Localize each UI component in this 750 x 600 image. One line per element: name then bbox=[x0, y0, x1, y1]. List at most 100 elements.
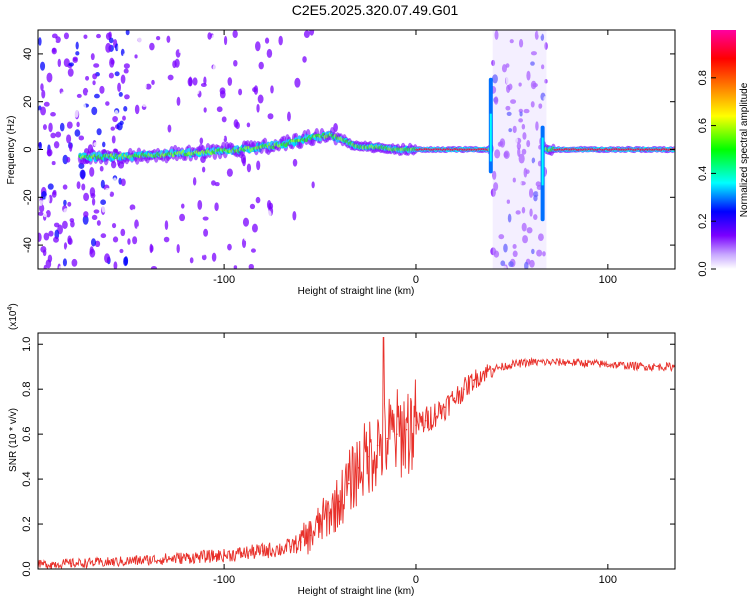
heatmap-cell bbox=[62, 154, 69, 165]
heatmap-cell bbox=[243, 192, 249, 198]
heatmap-cell bbox=[251, 223, 258, 233]
heatmap-cell bbox=[537, 189, 542, 197]
heatmap-cell bbox=[41, 89, 46, 99]
snr-data-point bbox=[376, 444, 379, 447]
heatmap-cell bbox=[45, 259, 52, 269]
heatmap-cell bbox=[504, 190, 511, 197]
snr-data-point bbox=[501, 365, 504, 368]
heatmap-cell bbox=[211, 34, 215, 45]
heatmap-cell bbox=[80, 66, 86, 75]
heatmap-cell bbox=[232, 30, 238, 38]
heatmap-cell bbox=[65, 246, 71, 256]
heatmap-cell bbox=[87, 91, 92, 96]
heatmap-cell bbox=[68, 62, 75, 67]
heatmap-cell bbox=[94, 93, 100, 99]
heatmap-cell bbox=[208, 248, 215, 255]
heatmap-cell bbox=[543, 96, 547, 102]
heatmap-cell bbox=[38, 204, 45, 213]
heatmap-cell bbox=[178, 49, 183, 54]
heatmap-cell bbox=[227, 118, 233, 127]
heatmap-cell bbox=[174, 36, 181, 43]
heatmap-cell bbox=[516, 180, 522, 187]
heatmap-cell bbox=[59, 122, 65, 132]
heatmap-cell bbox=[197, 199, 203, 210]
heatmap-cell bbox=[51, 33, 58, 39]
heatmap-cell bbox=[83, 192, 90, 202]
heatmap-cell bbox=[53, 236, 59, 243]
heatmap-cell bbox=[100, 199, 107, 206]
heatmap-cell bbox=[261, 51, 268, 61]
heatmap-cell bbox=[151, 79, 155, 85]
heatmap-cell bbox=[89, 248, 96, 258]
heatmap-cell bbox=[191, 262, 198, 268]
heatmap-cell bbox=[309, 30, 315, 36]
heatmap-cell bbox=[163, 202, 170, 210]
heatmap-cell bbox=[93, 49, 99, 60]
heatmap-cell bbox=[99, 85, 105, 94]
top-y-tick-label: 40 bbox=[22, 48, 34, 60]
heatmap-cell bbox=[503, 123, 510, 131]
bottom-y-tick-label: 0.2 bbox=[21, 516, 33, 531]
heatmap-cell bbox=[69, 142, 73, 152]
snr-data-point bbox=[280, 547, 283, 550]
heatmap-cell bbox=[164, 220, 169, 231]
bottom-y-tick-label: 1.0 bbox=[21, 337, 33, 352]
heatmap-cell bbox=[536, 249, 543, 257]
heatmap-cell bbox=[43, 232, 50, 241]
heatmap-cell bbox=[127, 238, 131, 245]
heatmap-cell bbox=[512, 250, 518, 258]
heatmap-cell bbox=[207, 32, 212, 40]
heatmap-cell bbox=[544, 42, 548, 50]
snr-data-point bbox=[491, 368, 494, 370]
heatmap-cell bbox=[112, 49, 118, 59]
colorbar-tick-label: 0.8 bbox=[697, 70, 709, 85]
heatmap-cell bbox=[172, 134, 179, 143]
heatmap-cell bbox=[113, 261, 118, 269]
heatmap-cell bbox=[90, 192, 96, 199]
heatmap-cell bbox=[120, 228, 126, 237]
snr-data-point bbox=[319, 523, 321, 525]
bottom-plot-frame bbox=[37, 332, 676, 570]
heatmap-cell bbox=[74, 108, 79, 118]
heatmap-cell bbox=[91, 198, 96, 206]
heatmap-cell bbox=[242, 217, 250, 227]
heatmap-cell bbox=[40, 61, 46, 71]
heatmap-cell bbox=[108, 37, 114, 44]
heatmap-cell bbox=[256, 160, 261, 171]
heatmap-cell bbox=[537, 77, 542, 86]
heatmap-cell bbox=[51, 47, 57, 55]
heatmap-cell bbox=[528, 188, 534, 198]
heatmap-cell bbox=[201, 248, 206, 256]
heatmap-cell bbox=[509, 39, 514, 44]
heatmap-cell bbox=[134, 54, 138, 59]
heatmap-cell bbox=[203, 76, 207, 85]
heatmap-cell bbox=[490, 247, 497, 256]
heatmap-cell bbox=[53, 222, 60, 228]
heatmap-cell bbox=[512, 125, 517, 134]
snr-data-point bbox=[386, 437, 388, 440]
heatmap-cell bbox=[214, 181, 220, 187]
snr-data-point bbox=[348, 482, 350, 485]
bottom-y-tick-label: 0.4 bbox=[21, 471, 33, 486]
heatmap-cell bbox=[46, 148, 53, 157]
heatmap-cell bbox=[162, 171, 169, 180]
heatmap-cell bbox=[63, 44, 70, 53]
colorbar-tick-label: 0.2 bbox=[697, 214, 709, 229]
heatmap-cell bbox=[226, 212, 232, 219]
heatmap-cell bbox=[123, 106, 128, 112]
heatmap-cell bbox=[75, 51, 80, 56]
heatmap-cell bbox=[182, 118, 189, 129]
heatmap-cell bbox=[292, 210, 297, 221]
heatmap-cell bbox=[139, 50, 146, 60]
heatmap-cell bbox=[227, 87, 234, 95]
heatmap-cell bbox=[507, 137, 513, 144]
heatmap-cell bbox=[240, 182, 245, 192]
heatmap-spike-core bbox=[541, 137, 544, 186]
heatmap-cell bbox=[167, 124, 172, 133]
heatmap-cell bbox=[110, 59, 115, 65]
heatmap-cell bbox=[107, 204, 113, 214]
heatmap-cell bbox=[95, 120, 102, 127]
heatmap-cell bbox=[267, 113, 274, 120]
heatmap-cell bbox=[216, 106, 223, 113]
heatmap-cell bbox=[503, 108, 507, 114]
